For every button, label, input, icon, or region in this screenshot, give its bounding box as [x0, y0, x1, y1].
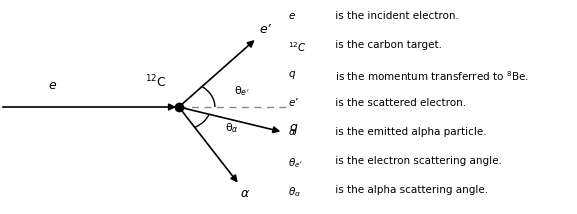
- Text: θ$_{\alpha}$: θ$_{\alpha}$: [288, 185, 302, 199]
- Text: is the momentum transferred to $^{8}$Be.: is the momentum transferred to $^{8}$Be.: [332, 69, 529, 83]
- Text: is the alpha scattering angle.: is the alpha scattering angle.: [332, 185, 488, 195]
- Text: $^{12}$C: $^{12}$C: [288, 40, 308, 54]
- Text: $^{12}$C: $^{12}$C: [145, 73, 167, 90]
- Text: e: e: [288, 11, 295, 21]
- Text: is the electron scattering angle.: is the electron scattering angle.: [332, 156, 501, 166]
- Text: is the carbon target.: is the carbon target.: [332, 40, 442, 50]
- Text: θ$_{e'}$: θ$_{e'}$: [234, 84, 250, 98]
- Text: q: q: [288, 69, 295, 79]
- Text: α: α: [241, 187, 249, 200]
- Text: e’: e’: [260, 23, 271, 36]
- Text: α: α: [288, 127, 295, 137]
- Text: is the incident electron.: is the incident electron.: [332, 11, 459, 21]
- Text: e’: e’: [288, 98, 298, 108]
- Text: θ$_{\alpha}$: θ$_{\alpha}$: [224, 121, 239, 135]
- Text: θ$_{e'}$: θ$_{e'}$: [288, 156, 303, 170]
- Text: q: q: [289, 121, 297, 134]
- Text: is the scattered electron.: is the scattered electron.: [332, 98, 466, 108]
- Text: is the emitted alpha particle.: is the emitted alpha particle.: [332, 127, 486, 137]
- Text: e: e: [48, 79, 56, 92]
